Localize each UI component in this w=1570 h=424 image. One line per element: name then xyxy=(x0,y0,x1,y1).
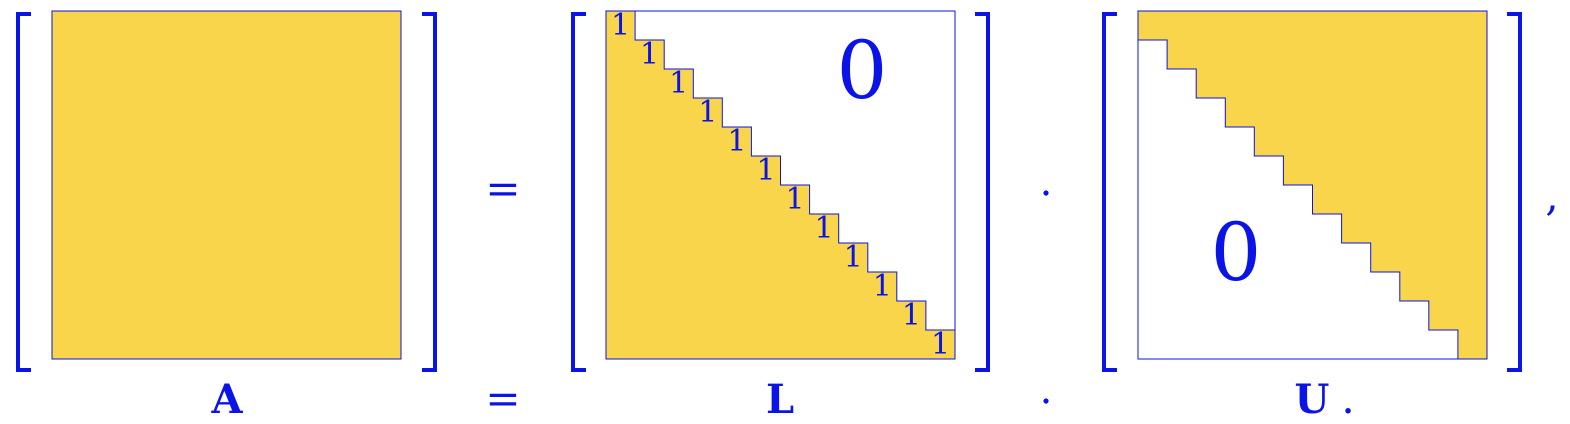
matrix-l-lower-fill xyxy=(605,10,956,360)
dot-sign-bottom xyxy=(1043,398,1049,404)
trailing-comma: , xyxy=(1545,171,1558,220)
matrix-l-diagonal-one: 1 xyxy=(931,327,950,362)
matrix-l-diagonal-one: 1 xyxy=(756,153,775,188)
matrix-l-diagonal-one: 1 xyxy=(698,95,717,130)
final-period: . xyxy=(1341,374,1354,423)
label-u: U xyxy=(1295,376,1330,423)
matrix-u-right-bracket xyxy=(1507,12,1522,372)
matrix-l-diagonal-one: 1 xyxy=(727,124,746,159)
matrix-l-diagonal-one: 1 xyxy=(873,269,892,304)
matrix-a-right-bracket xyxy=(422,12,437,372)
matrix-l-diagonal-one: 1 xyxy=(815,211,834,246)
label-l: L xyxy=(766,376,794,423)
matrix-u: 0 xyxy=(1102,10,1522,372)
matrix-l-left-bracket xyxy=(571,12,586,372)
matrix-u-left-bracket xyxy=(1102,12,1117,372)
matrix-l-right-bracket xyxy=(975,12,990,372)
matrix-a xyxy=(16,10,437,372)
equals-sign-top: = xyxy=(485,164,520,213)
matrix-l-zero: 0 xyxy=(837,24,888,117)
matrix-l-diagonal-one: 1 xyxy=(640,37,659,72)
matrix-u-zero: 0 xyxy=(1211,206,1262,299)
matrix-l-diagonal-one: 1 xyxy=(785,182,804,217)
matrix-l-diagonal-one: 1 xyxy=(844,240,863,275)
matrix-l-diagonal-one: 1 xyxy=(611,8,630,43)
label-a: A xyxy=(210,376,243,423)
matrix-a-fill xyxy=(51,10,402,360)
matrix-u-upper-fill xyxy=(1137,10,1488,360)
equals-sign-bottom: = xyxy=(485,374,520,423)
dot-sign-top xyxy=(1043,190,1049,196)
matrix-l-diagonal-one: 1 xyxy=(902,298,921,333)
matrix-a-left-bracket xyxy=(16,12,31,372)
matrix-l-diagonal-one: 1 xyxy=(669,66,688,101)
